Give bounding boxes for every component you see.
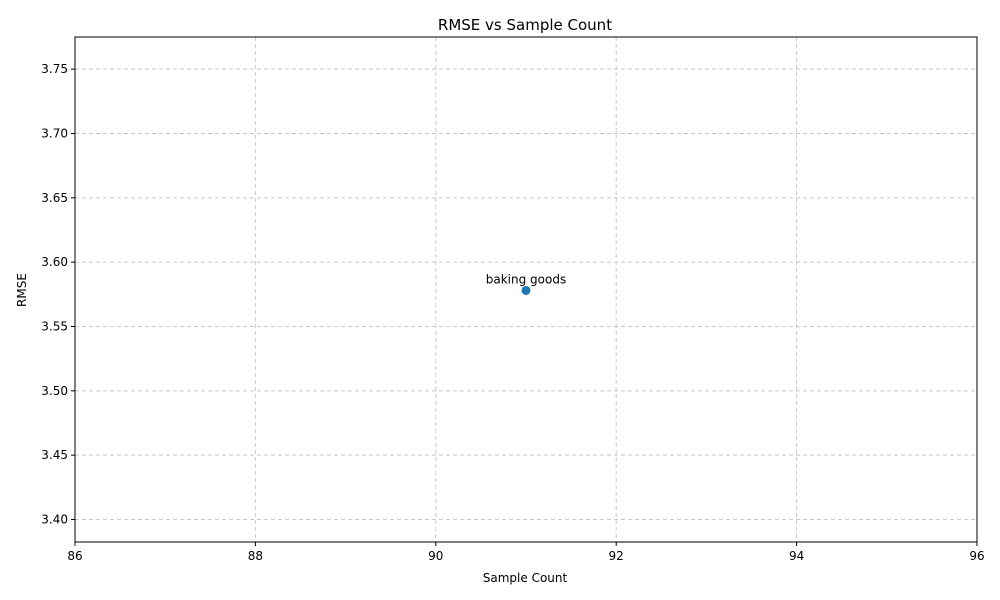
x-tick-label: 90 <box>428 549 443 563</box>
y-tick-label: 3.50 <box>41 384 68 398</box>
y-tick-label: 3.60 <box>41 255 68 269</box>
y-axis-ticks: 3.40 3.45 3.50 3.55 3.60 3.65 3.70 3.75 <box>41 62 75 526</box>
data-point <box>521 285 531 295</box>
x-tick-label: 92 <box>609 549 624 563</box>
x-tick-label: 88 <box>248 549 263 563</box>
chart-title: RMSE vs Sample Count <box>438 16 612 34</box>
y-tick-label: 3.70 <box>41 126 68 140</box>
point-label: baking goods <box>486 272 566 286</box>
x-tick-label: 94 <box>789 549 804 563</box>
y-tick-label: 3.40 <box>41 512 68 526</box>
x-tick-label: 86 <box>67 549 82 563</box>
y-tick-label: 3.45 <box>41 448 68 462</box>
y-tick-label: 3.65 <box>41 191 68 205</box>
x-tick-label: 96 <box>969 549 984 563</box>
axes <box>74 36 978 543</box>
y-tick-label: 3.55 <box>41 319 68 333</box>
x-axis-ticks: 86 88 90 92 94 96 <box>67 542 985 563</box>
x-axis-label: Sample Count <box>483 571 568 585</box>
y-axis-label: RMSE <box>15 273 29 307</box>
y-tick-label: 3.75 <box>41 62 68 76</box>
plot-frame <box>74 36 978 543</box>
data-points: baking goods <box>486 272 566 295</box>
